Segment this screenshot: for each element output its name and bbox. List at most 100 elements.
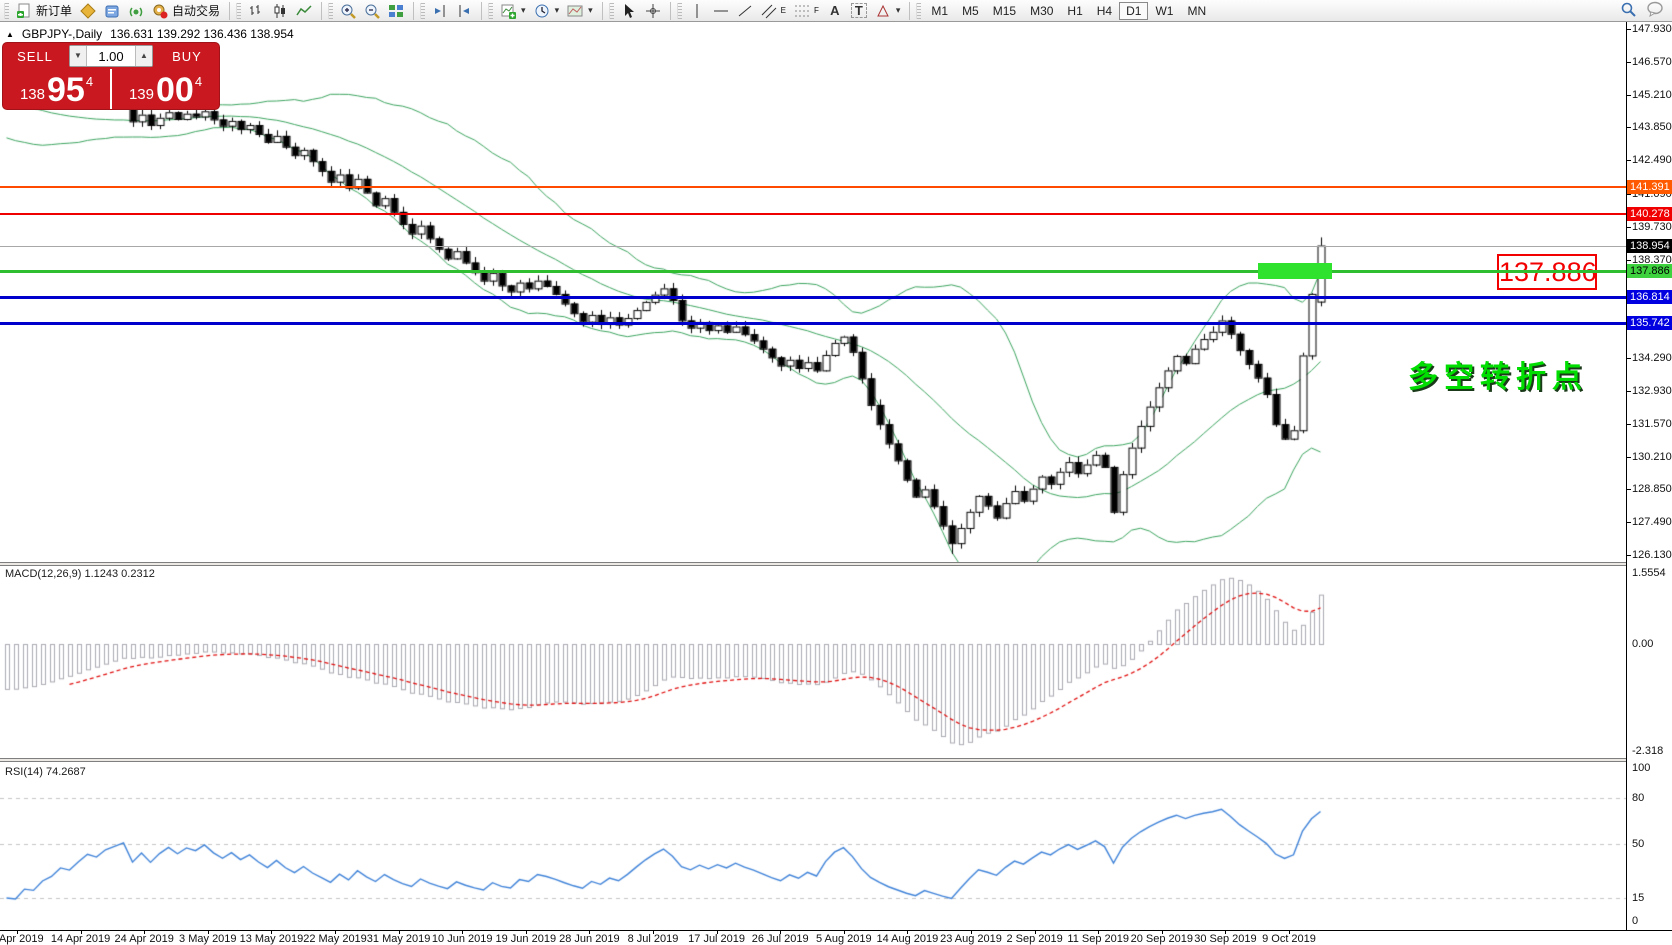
trendline-button[interactable] bbox=[733, 1, 757, 21]
chevron-down-icon: ▾ bbox=[588, 5, 593, 15]
bid-price-display[interactable]: 138 95 4 bbox=[3, 69, 110, 109]
horizontal-line-icon bbox=[713, 3, 729, 19]
macd-chart[interactable] bbox=[0, 566, 1626, 758]
new-order-icon bbox=[16, 3, 32, 19]
date-label: 3 May 2019 bbox=[179, 933, 237, 945]
new-order-label: 新订单 bbox=[36, 4, 73, 18]
tile-windows-button[interactable] bbox=[384, 1, 408, 21]
axis-tick bbox=[1627, 127, 1631, 129]
candlestick-chart[interactable] bbox=[0, 22, 1626, 562]
buy-button[interactable]: BUY bbox=[172, 48, 202, 64]
date-label: 11 Sep 2019 bbox=[1067, 933, 1129, 945]
horizontal-level-line[interactable] bbox=[0, 212, 1626, 215]
price-tag: 136.814 bbox=[1627, 290, 1672, 305]
axis-tick bbox=[1627, 555, 1631, 556]
templates-button[interactable]: ▾ bbox=[563, 1, 597, 21]
date-label: 2 Sep 2019 bbox=[1006, 933, 1063, 945]
cursor-button[interactable] bbox=[617, 1, 641, 21]
price-tick-label: 126.130 bbox=[1632, 549, 1672, 561]
horizontal-level-line[interactable] bbox=[0, 185, 1626, 188]
horizontal-line-button[interactable] bbox=[709, 1, 733, 21]
date-tick bbox=[144, 930, 146, 934]
panel-divider[interactable] bbox=[0, 758, 1672, 762]
horizontal-level-line[interactable] bbox=[0, 269, 1626, 273]
date-tick bbox=[1098, 930, 1100, 934]
signals-button[interactable] bbox=[124, 1, 148, 21]
chat-icon[interactable] bbox=[1646, 1, 1664, 20]
shapes-icon bbox=[875, 3, 891, 19]
channel-button[interactable]: E bbox=[757, 1, 790, 21]
line-chart-button[interactable] bbox=[292, 1, 316, 21]
date-label: 5 Aug 2019 bbox=[815, 933, 872, 945]
indicators-button[interactable]: ▾ bbox=[496, 1, 530, 21]
price-tick-label: 145.210 bbox=[1632, 88, 1672, 101]
highlight-rectangle[interactable] bbox=[1258, 263, 1332, 280]
autotrading-button[interactable]: 自动交易 bbox=[148, 0, 224, 21]
metaeditor-button[interactable] bbox=[100, 1, 124, 21]
macd-indicator-label: MACD(12,26,9) 1.1243 0.2312 bbox=[5, 568, 155, 580]
panel-divider[interactable] bbox=[0, 562, 1672, 566]
date-tick bbox=[335, 930, 336, 934]
ask-big-figure: 139 bbox=[128, 86, 154, 103]
timeframe-button-h4[interactable]: H4 bbox=[1096, 3, 1113, 18]
timeframe-button-m30[interactable]: M30 bbox=[1030, 3, 1054, 18]
autotrading-icon bbox=[152, 3, 168, 19]
axis-tick bbox=[1627, 29, 1631, 30]
axis-tick bbox=[1627, 61, 1631, 63]
search-icon[interactable] bbox=[1620, 1, 1636, 20]
ask-price-display[interactable]: 139 00 4 bbox=[112, 69, 219, 109]
text-label-button[interactable]: T bbox=[847, 1, 871, 20]
auto-scroll-button[interactable] bbox=[428, 1, 452, 21]
chart-title: ▲ GBPJPY-,Daily 136.631 139.292 136.436 … bbox=[6, 27, 294, 41]
crosshair-button[interactable] bbox=[641, 1, 665, 21]
toolbar-grip bbox=[328, 2, 334, 19]
zoom-in-button[interactable] bbox=[336, 1, 360, 21]
date-label: 20 Sep 2019 bbox=[1130, 933, 1193, 945]
fibonacci-button[interactable]: F bbox=[790, 1, 823, 21]
collapse-panel-arrow-icon[interactable]: ▲ bbox=[6, 29, 14, 39]
date-tick bbox=[17, 930, 18, 934]
autotrading-label: 自动交易 bbox=[172, 4, 221, 18]
horizontal-level-line[interactable] bbox=[0, 321, 1626, 325]
arrows-button[interactable]: ▾ bbox=[871, 1, 905, 21]
toolbar-grip bbox=[488, 2, 494, 19]
horizontal-level-line[interactable] bbox=[0, 295, 1626, 299]
profile-button[interactable] bbox=[76, 1, 100, 21]
price-tick-label: 139.730 bbox=[1632, 220, 1672, 233]
toolbar-grip bbox=[676, 2, 682, 19]
date-label: 24 Apr 2019 bbox=[114, 933, 174, 945]
new-order-button[interactable]: 新订单 bbox=[12, 0, 76, 21]
zoom-out-button[interactable] bbox=[360, 1, 384, 21]
sell-button[interactable]: SELL bbox=[17, 48, 53, 64]
volume-stepper: ▼ 1.00 ▲ bbox=[69, 45, 153, 67]
bar-chart-button[interactable] bbox=[244, 1, 268, 21]
date-tick bbox=[207, 930, 209, 934]
timeframe-button-m15[interactable]: M15 bbox=[992, 3, 1017, 18]
chart-shift-button[interactable] bbox=[452, 1, 476, 21]
price-axis[interactable]: 147.930 146.570 145.210 143.850 142.490 141.0… bbox=[1626, 22, 1672, 930]
rsi-indicator-label: RSI(14) 74.2687 bbox=[5, 766, 86, 778]
timeframe-button-m5[interactable]: M5 bbox=[962, 3, 979, 18]
vertical-line-button[interactable] bbox=[685, 1, 709, 21]
timeframe-button-w1[interactable]: W1 bbox=[1155, 3, 1174, 18]
timeframe-button-h1[interactable]: H1 bbox=[1067, 3, 1083, 18]
turning-point-annotation[interactable]: 多空转折点 bbox=[1408, 361, 1588, 394]
timeframe-button-m1[interactable]: M1 bbox=[931, 3, 949, 18]
price-divider bbox=[110, 69, 112, 109]
periods-button[interactable]: ▾ bbox=[530, 1, 564, 21]
date-tick bbox=[462, 930, 464, 934]
candlestick-button[interactable] bbox=[268, 1, 292, 21]
volume-input[interactable]: 1.00 bbox=[98, 48, 124, 64]
axis-tick bbox=[1627, 489, 1631, 491]
rsi-chart[interactable] bbox=[0, 762, 1626, 930]
volume-increase-button[interactable]: ▲ bbox=[135, 46, 152, 66]
timeframe-button-mn[interactable]: MN bbox=[1187, 3, 1207, 18]
price-tick-label: 130.210 bbox=[1632, 450, 1672, 463]
price-tag: 137.886 bbox=[1627, 264, 1672, 279]
volume-decrease-button[interactable]: ▼ bbox=[70, 46, 87, 66]
indicator-axis-label: -2.318 bbox=[1632, 744, 1664, 757]
text-button[interactable]: A bbox=[823, 1, 847, 20]
tile-windows-icon bbox=[388, 3, 404, 19]
timeframe-button-d1[interactable]: D1 bbox=[1119, 1, 1149, 20]
